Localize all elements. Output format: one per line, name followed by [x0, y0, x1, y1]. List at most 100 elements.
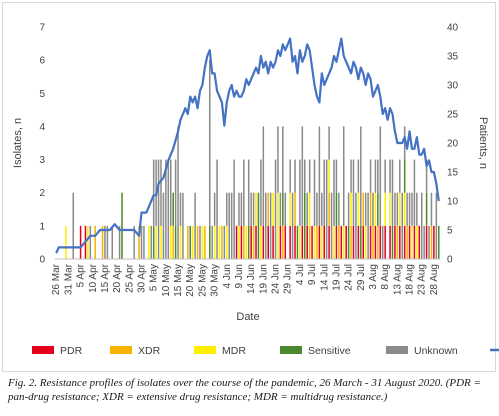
bar-segment-pdr — [389, 225, 391, 259]
bar-segment-unknown — [416, 192, 418, 226]
bar-segment-pdr — [369, 225, 372, 259]
bar-segment-unknown — [72, 192, 75, 259]
bar-segment-unknown — [226, 192, 228, 226]
bar-segment-unknown — [313, 159, 316, 226]
bar-segment-unknown — [165, 159, 167, 259]
legend-label-sensitive: Sensitive — [308, 345, 351, 357]
x-tick-label: 24 Jun — [271, 264, 282, 294]
bar-segment-unknown — [408, 192, 411, 226]
bar-segment-unknown — [364, 192, 367, 226]
bar-segment-mdr — [65, 225, 67, 259]
bar-segment-unknown — [111, 225, 114, 259]
bar-segment-unknown — [230, 192, 233, 259]
bar-segment-pdr — [362, 225, 364, 259]
bar-segment-unknown — [423, 225, 425, 259]
bar-segment-mdr — [321, 225, 323, 259]
bar-segment-unknown — [152, 159, 155, 226]
bar-segment-sensitive — [172, 192, 174, 226]
bar-segment-unknown — [143, 225, 145, 259]
y-right-tick-label: 15 — [447, 168, 459, 179]
bar-segment-pdr — [384, 225, 386, 259]
bar-segment-sensitive — [296, 225, 299, 259]
bar-segment-unknown — [282, 126, 284, 193]
bar-segment-mdr — [148, 225, 150, 259]
bar-segment-unknown — [247, 159, 250, 226]
bar-segment-unknown — [238, 192, 240, 226]
bar-segment-mdr — [272, 192, 274, 226]
y-left-tick-label: 0 — [39, 255, 45, 266]
bar-segment-unknown — [355, 192, 357, 259]
bar-segment-unknown — [377, 159, 379, 193]
bar-segment-mdr — [342, 225, 345, 259]
y-left-tick-label: 2 — [39, 188, 45, 199]
bar-segment-xdr — [138, 225, 140, 259]
bar-segment-unknown — [162, 192, 165, 259]
bar-segment-unknown — [367, 192, 369, 259]
bar-segment-pdr — [235, 225, 238, 259]
bar-segment-unknown — [420, 192, 423, 259]
bar-segment-mdr — [226, 225, 228, 259]
bar-segment-unknown — [133, 225, 135, 259]
bar-segment-xdr — [406, 225, 408, 259]
bar-segment-unknown — [169, 159, 172, 226]
bar-segment-pdr — [294, 225, 296, 259]
bar-segment-unknown — [394, 192, 396, 226]
bar-segment-unknown — [194, 192, 196, 259]
figure-caption: Fig. 2. Resistance profiles of isolates … — [8, 376, 496, 404]
x-tick-label: 26 Mar — [51, 263, 62, 295]
legend-swatch-sensitive — [280, 346, 302, 354]
bar-segment-mdr — [416, 225, 418, 259]
bar-segment-pdr — [433, 225, 435, 259]
bar-segment-pdr — [425, 225, 428, 259]
x-tick-label: 20 May — [185, 264, 196, 297]
x-axis-title: Date — [236, 311, 259, 323]
bar-segment-unknown — [406, 192, 408, 226]
x-tick-label: 10 Apr — [88, 263, 99, 293]
bar-segment-pdr — [335, 225, 338, 259]
bar-segment-unknown — [399, 159, 401, 193]
bar-segment-unknown — [250, 192, 252, 226]
bar-segment-unknown — [106, 225, 109, 259]
bar-segment-xdr — [252, 225, 255, 259]
y-right-tick-label: 5 — [447, 226, 453, 237]
bar-segment-unknown — [428, 225, 430, 259]
legend-label-pdr: PDR — [60, 345, 83, 357]
bar-segment-xdr — [430, 225, 433, 259]
bar-segment-sensitive — [257, 192, 260, 259]
bar-segment-unknown — [435, 192, 438, 259]
bar-segment-mdr — [357, 192, 360, 226]
caption-text: Resistance profiles of isolates over the… — [8, 377, 481, 403]
bar-segment-mdr — [411, 225, 413, 259]
bar-series-group — [65, 60, 440, 260]
bar-segment-unknown — [140, 225, 143, 259]
bar-segment-xdr — [267, 192, 269, 226]
bar-segment-pdr — [399, 225, 401, 259]
bar-segment-unknown — [379, 126, 382, 226]
bar-segment-sensitive — [438, 225, 440, 259]
bar-segment-mdr — [389, 192, 391, 226]
bar-segment-pdr — [311, 225, 313, 259]
bar-segment-unknown — [177, 126, 179, 260]
y-right-tick-label: 20 — [447, 139, 459, 150]
bar-segment-unknown — [279, 192, 282, 226]
bar-segment-unknown — [396, 192, 399, 226]
y-right-tick-label: 35 — [447, 52, 459, 63]
bar-segment-mdr — [333, 225, 335, 259]
x-tick-label: 18 Aug — [405, 264, 416, 295]
bar-segment-unknown — [391, 159, 394, 226]
y-right-tick-label: 40 — [447, 23, 459, 34]
x-tick-label: 13 Aug — [392, 264, 403, 295]
bar-segment-mdr — [364, 225, 367, 259]
bar-segment-unknown — [277, 126, 279, 193]
bar-segment-xdr — [187, 225, 189, 259]
bar-segment-sensitive — [247, 225, 250, 259]
bar-segment-xdr — [94, 225, 96, 259]
bar-segment-mdr — [384, 192, 386, 226]
x-axis-ticks: 26 Mar 31 Mar 5 Apr 10 Apr 15 Apr 20 Apr 25 Ap… — [51, 263, 440, 296]
bar-segment-unknown — [347, 192, 350, 226]
bar-segment-unknown — [413, 159, 416, 226]
bar-segment-mdr — [313, 225, 316, 259]
bar-segment-unknown — [321, 192, 323, 226]
x-tick-label: 10 May — [161, 264, 172, 297]
bar-segment-sensitive — [347, 225, 350, 259]
